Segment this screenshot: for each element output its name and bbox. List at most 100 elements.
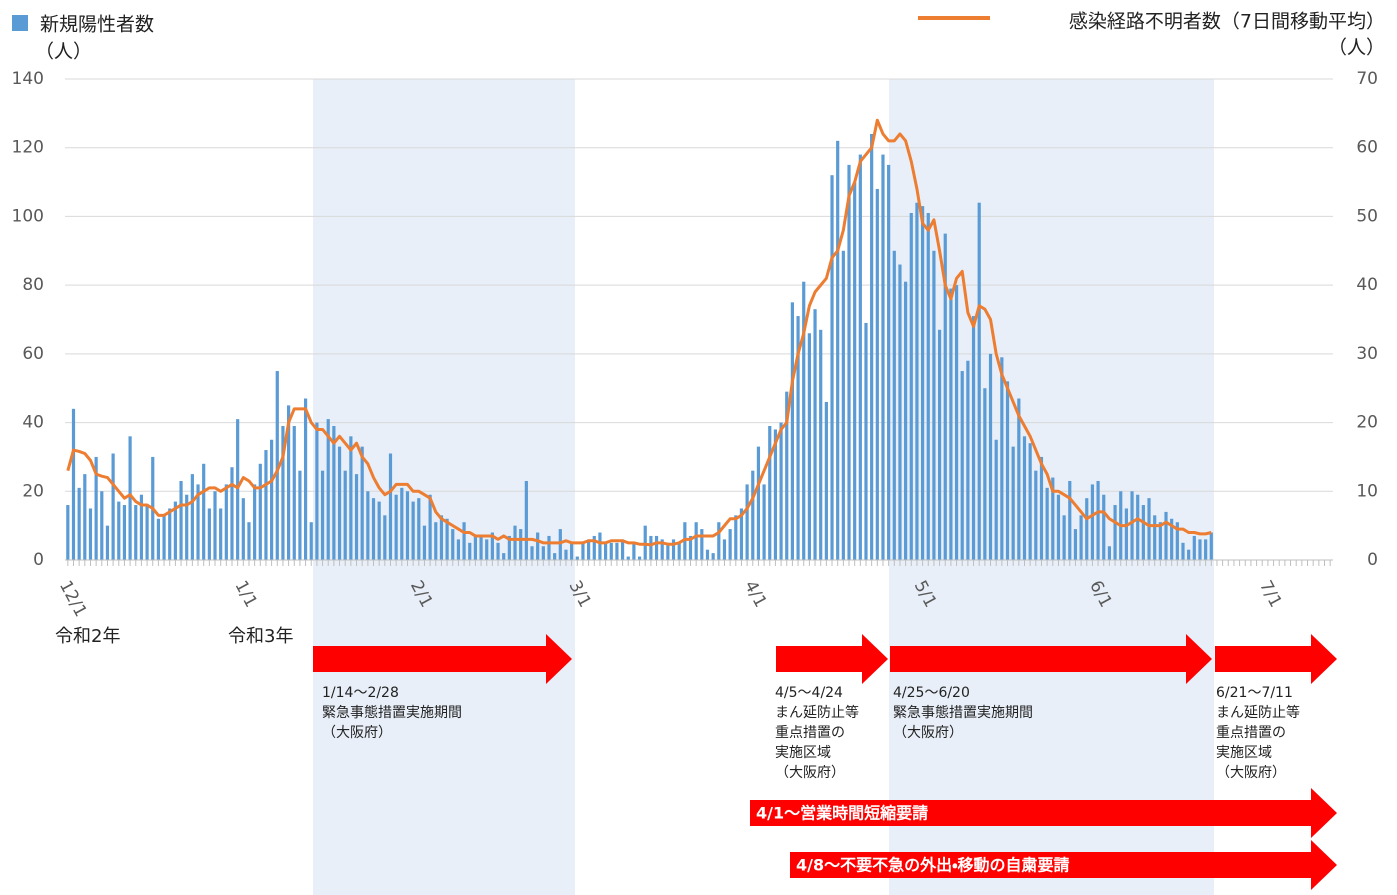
bar xyxy=(139,494,144,560)
bar xyxy=(819,329,823,560)
bar xyxy=(564,549,568,560)
bar xyxy=(717,522,721,560)
bar xyxy=(258,463,262,560)
bar xyxy=(603,542,608,560)
bar xyxy=(117,501,121,560)
bar xyxy=(360,446,364,560)
bar xyxy=(660,539,664,560)
bar xyxy=(739,508,744,560)
y2-tick-label: 60 xyxy=(1356,138,1378,158)
bar xyxy=(1141,505,1145,560)
bar xyxy=(451,529,455,560)
bar xyxy=(705,549,710,560)
bar xyxy=(490,532,494,560)
bar xyxy=(547,535,551,560)
bar xyxy=(1062,515,1066,560)
bar xyxy=(688,535,693,560)
bar xyxy=(773,429,778,560)
bar xyxy=(870,133,874,560)
bar xyxy=(632,542,636,560)
y-tick-label: 140 xyxy=(12,69,44,89)
bar xyxy=(790,302,795,560)
bar xyxy=(207,508,211,560)
bar xyxy=(915,202,919,560)
y2-axis-label: （人） xyxy=(1328,37,1385,59)
period-note: 1/14～2/28 xyxy=(322,685,399,701)
bar xyxy=(202,463,206,560)
bar xyxy=(236,419,240,560)
bar xyxy=(1017,398,1021,560)
period-note: 4/5～4/24 xyxy=(775,685,843,701)
y2-tick-label: 50 xyxy=(1356,206,1378,226)
bar xyxy=(943,233,947,560)
bar xyxy=(541,546,545,560)
x-tick-label: 1/1 xyxy=(230,577,261,611)
period-note: 緊急事態措置実施期間 xyxy=(893,705,1033,721)
bars xyxy=(66,133,1213,561)
period-note: まん延防止等 xyxy=(775,704,859,721)
bar xyxy=(1209,532,1213,560)
bar xyxy=(954,285,959,560)
bar xyxy=(71,408,76,560)
bar xyxy=(598,532,602,560)
bar xyxy=(185,494,189,560)
bar xyxy=(1130,491,1134,560)
bar xyxy=(309,522,313,560)
bar xyxy=(1022,436,1027,560)
bar xyxy=(1187,549,1191,560)
bar xyxy=(1056,494,1061,560)
bar xyxy=(1039,456,1044,560)
bar xyxy=(422,525,427,560)
lines xyxy=(66,118,1212,547)
y-tick-label: 60 xyxy=(22,344,44,364)
bar xyxy=(609,542,613,560)
bar xyxy=(1147,498,1151,560)
bar xyxy=(841,250,845,561)
bar xyxy=(179,480,183,560)
y-tick-label: 100 xyxy=(12,206,44,226)
bar xyxy=(394,494,398,560)
grid xyxy=(65,78,1333,561)
bar xyxy=(937,329,942,560)
y2-tick-label: 20 xyxy=(1356,413,1378,433)
bar xyxy=(366,491,370,560)
bar xyxy=(400,487,404,560)
request-label: 4/1～営業時間短縮要請 xyxy=(756,804,928,823)
bar xyxy=(711,553,715,560)
period-note: （大阪府） xyxy=(775,765,845,781)
bar xyxy=(649,535,653,560)
bar xyxy=(122,505,127,560)
bar xyxy=(213,491,217,560)
y-tick-label: 0 xyxy=(33,550,44,570)
bar xyxy=(570,542,574,560)
bar xyxy=(592,535,596,560)
bar xyxy=(881,154,885,561)
bar xyxy=(983,388,987,560)
bar xyxy=(1158,522,1162,560)
bar xyxy=(836,140,840,561)
bar xyxy=(620,539,625,560)
bar xyxy=(241,498,245,560)
bar xyxy=(502,553,506,560)
bar xyxy=(830,175,834,560)
bar xyxy=(275,371,279,560)
y2-tick-label: 30 xyxy=(1356,344,1378,364)
bar xyxy=(1181,542,1185,560)
bar xyxy=(926,212,930,560)
y2-tick-label: 70 xyxy=(1356,69,1378,89)
bar xyxy=(286,405,291,560)
request-arrow xyxy=(790,840,1337,890)
bar xyxy=(920,206,925,560)
bar xyxy=(247,522,251,560)
bar xyxy=(587,539,591,560)
bar xyxy=(779,422,783,560)
bar xyxy=(971,316,976,560)
bar xyxy=(864,322,868,560)
bar xyxy=(785,391,789,560)
period-note: （大阪府） xyxy=(1216,765,1286,781)
bar xyxy=(813,309,817,560)
bar xyxy=(281,426,285,560)
bar xyxy=(1028,443,1032,560)
bar xyxy=(677,542,681,560)
period-note: 緊急事態措置実施期間 xyxy=(322,705,462,721)
